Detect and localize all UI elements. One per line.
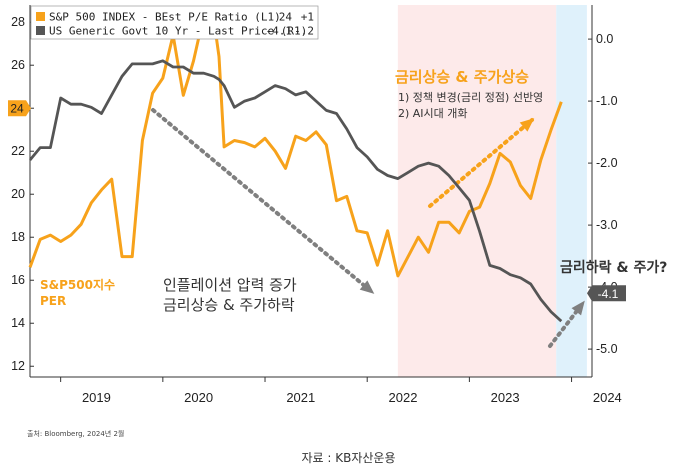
legend-change: +1 [301,11,314,24]
last-value-tag-per: 24 [8,100,31,117]
tag-text: 24 [10,102,24,116]
series-label-per-1: S&P500지수 [40,277,115,292]
annotation-down-line2: 금리상승 & 주가하락 [163,296,295,314]
legend-last-value: 24 [279,11,293,24]
tag-text: -4.1 [598,287,619,301]
left-tick-label: 28 [11,15,25,29]
source-note: 출처: Bloomberg, 2024년 2월 [27,429,124,438]
right-tick-label: -3.0 [596,218,618,232]
left-tick-label: 14 [11,316,25,330]
legend-box [30,5,319,40]
legend-label: US Generic Govt 10 Yr - Last Price (R1) [49,25,307,38]
left-tick-label: 26 [11,58,25,72]
shaded-region-rise [397,5,557,377]
x-tick-label: 2020 [184,390,213,405]
legend-swatch [36,12,45,21]
legend-last-value: -4.1 [266,25,293,38]
x-tick-label: 2022 [389,390,418,405]
tag-shape [587,285,626,302]
series-label-per-2: PER [40,294,66,308]
arrow-down-trend-head [359,280,375,294]
series-line-10y [28,59,563,323]
tag-shape [8,100,31,117]
right-tick-label: 0.0 [596,32,613,46]
x-tick-label: 2024 [593,390,622,405]
series-line-per [28,14,563,278]
legend-label: S&P 500 INDEX - BEst P/E Ratio (L1) [49,11,281,24]
legend-swatch [36,26,45,35]
last-value-tag-10y: -4.1 [587,285,626,302]
annotation-orange-title: 금리상승 & 주가상승 [395,68,529,86]
left-tick-label: 12 [11,359,25,373]
annotation-down-line1: 인플레이션 압력 증가 [163,276,297,294]
arrow-up-trend [428,118,534,208]
x-tick-label: 2021 [286,390,315,405]
legend-change: -.2 [294,25,314,38]
arrow-down-trend [151,108,374,294]
source-caption: 자료 : KB자산운용 [301,451,396,465]
right-tick-label: -2.0 [596,156,618,170]
x-tick-label: 2019 [82,390,111,405]
arrow-question-head [571,300,585,316]
left-tick-label: 16 [11,273,25,287]
annotation-orange-line1: 1) 정책 변경(금리 정점) 선반영 [398,91,543,104]
right-tick-label: -1.0 [596,94,618,108]
annotation-orange-line2: 2) AI시대 개화 [398,107,468,120]
annotation-question: 금리하락 & 주가? [560,259,667,276]
left-tick-label: 22 [11,144,25,158]
x-tick-label: 2023 [491,390,520,405]
right-tick-label: -5.0 [596,342,618,356]
left-tick-label: 18 [11,230,25,244]
left-tick-label: 20 [11,187,25,201]
arrow-up-trend-head [519,118,535,132]
